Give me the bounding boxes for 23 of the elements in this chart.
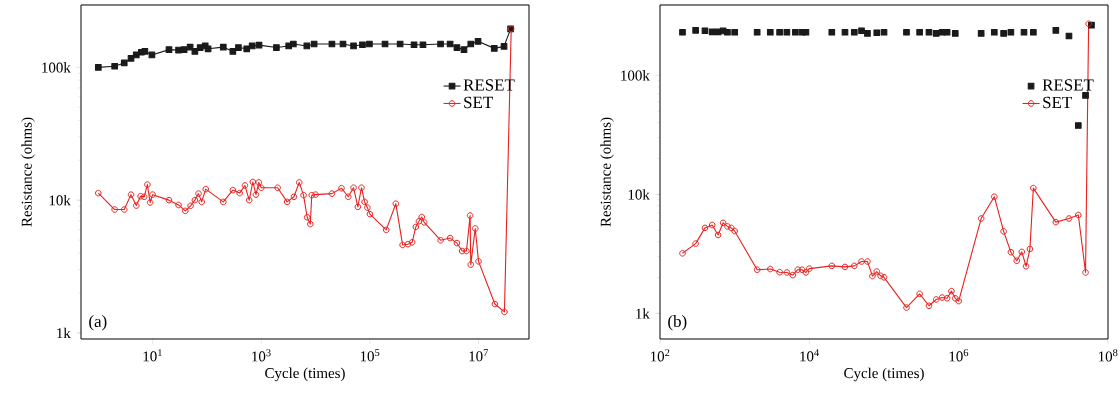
x-tick-label: 10$^{2}$ [650,349,670,362]
x-axis-title: Cycle (times) [265,367,345,382]
legend-label: RESET [463,79,515,91]
y-tick-label: 1k [57,327,71,339]
y-axis-title: Resistance (ohms) [21,117,35,227]
y-tick-label: 100k [621,70,650,81]
y-axis-title: Resistance (ohms) [600,117,614,227]
x-tick-label: 10$^{5}$ [360,349,380,362]
x-tick-label: 10$^{6}$ [949,349,969,362]
annotation: (b) [668,315,687,331]
legend-label: SET [1043,96,1072,109]
legend-label: SET [464,96,493,109]
y-tick-label: 1k [636,308,650,319]
y-tick-label: 10k [628,189,650,200]
x-tick-label: 10$^{8}$ [1098,349,1118,362]
x-tick-label: 10$^{3}$ [252,349,271,362]
x-tick-label: 10$^{7}$ [469,349,489,362]
annotation: (a) [89,315,107,331]
x-tick-label: 10$^{4}$ [800,349,820,362]
x-tick-label: 10$^{1}$ [143,349,162,362]
x-axis-title: Cycle (times) [844,367,924,382]
y-tick-label: 100k [42,62,71,73]
y-tick-label: 10k [49,194,71,206]
